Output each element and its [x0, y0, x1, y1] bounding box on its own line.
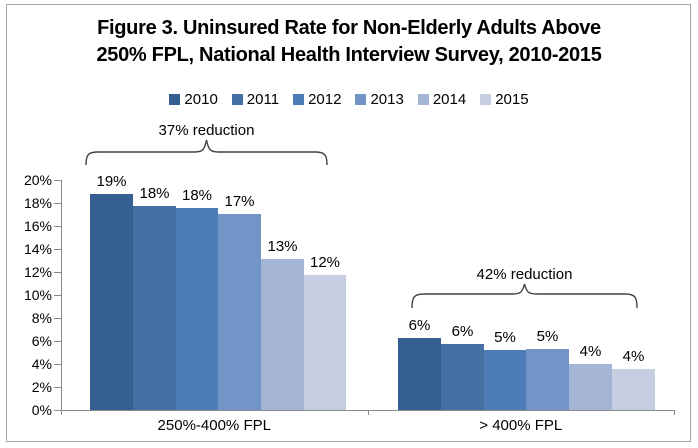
legend-swatch-icon [293, 93, 305, 105]
y-axis-tick [54, 180, 61, 181]
bar-data-label: 5% [536, 328, 559, 345]
bar-2013-> 400% FPL [526, 349, 569, 410]
bar-2015-> 400% FPL [612, 369, 655, 410]
x-axis-tick [674, 410, 675, 415]
y-axis-label: 12% [23, 264, 52, 280]
legend-swatch-icon [231, 93, 243, 105]
legend-item-2011: 2011 [231, 90, 280, 108]
y-axis-tick [54, 387, 61, 388]
chart-title-line2: 250% FPL, National Health Interview Surv… [96, 44, 602, 66]
reduction-annotation: 42% reduction [476, 266, 573, 283]
chart-title-line1: Figure 3. Uninsured Rate for Non-Elderly… [97, 17, 601, 39]
bar-2014-> 400% FPL [569, 364, 612, 410]
y-axis-label: 4% [31, 356, 52, 372]
y-axis-label: 10% [23, 287, 52, 303]
x-axis-line [61, 410, 674, 411]
y-axis-tick [54, 318, 61, 319]
legend-item-2013: 2013 [355, 90, 404, 108]
x-axis-tick [368, 410, 369, 415]
bar-2012-250%-400% FPL [176, 208, 218, 410]
bar-data-label: 4% [579, 343, 602, 360]
y-axis-label: 16% [23, 218, 52, 234]
legend-label: 2015 [495, 90, 529, 108]
bar-data-label: 17% [224, 193, 255, 210]
bar-2011-> 400% FPL [441, 344, 484, 410]
y-axis-label: 14% [23, 241, 52, 257]
y-axis-label: 6% [31, 333, 52, 349]
bar-data-label: 18% [139, 185, 170, 202]
bar-data-label: 12% [309, 254, 341, 271]
bar-data-label: 19% [96, 173, 127, 190]
legend-item-2010: 2010 [169, 90, 218, 108]
chart-legend: 2010 2011 2012 2013 2014 2015 [0, 90, 698, 108]
bar-2011-250%-400% FPL [133, 206, 176, 410]
reduction-annotation: 37% reduction [158, 122, 255, 139]
y-axis-tick [54, 295, 61, 296]
bar-2010-250%-400% FPL [90, 194, 133, 410]
y-axis-tick [54, 364, 61, 365]
legend-swatch-icon [417, 93, 429, 105]
legend-label: 2011 [246, 90, 280, 108]
legend-swatch-icon [169, 93, 181, 105]
legend-swatch-icon [480, 93, 492, 105]
bar-data-label: 18% [181, 187, 213, 204]
legend-label: 2013 [370, 90, 404, 108]
bar-2012-> 400% FPL [484, 350, 526, 410]
legend-label: 2012 [308, 90, 342, 108]
legend-item-2015: 2015 [480, 90, 529, 108]
y-axis-tick [54, 272, 61, 273]
y-axis-line [61, 180, 62, 411]
bar-data-label: 13% [267, 238, 298, 255]
bar-data-label: 6% [408, 317, 431, 334]
y-axis-tick [54, 341, 61, 342]
y-axis-label: 8% [31, 310, 52, 326]
bar-2014-250%-400% FPL [261, 259, 304, 410]
legend-item-2014: 2014 [417, 90, 467, 108]
bar-data-label: 5% [494, 329, 516, 346]
y-axis-tick [54, 226, 61, 227]
y-axis-tick [54, 410, 61, 411]
bar-data-label: 4% [622, 348, 645, 365]
legend-label: 2010 [184, 90, 218, 108]
x-axis-tick [61, 410, 62, 415]
legend-label: 2014 [432, 90, 467, 108]
x-axis-category-label: > 400% FPL [479, 417, 563, 434]
y-axis-label: 2% [31, 379, 52, 395]
legend-swatch-icon [355, 93, 367, 105]
y-axis-label: 20% [23, 172, 52, 188]
y-axis-label: 18% [23, 195, 52, 211]
y-axis-label: 0% [31, 402, 52, 418]
bar-data-label: 6% [451, 323, 474, 340]
y-axis-tick [54, 249, 61, 250]
bar-2010-> 400% FPL [398, 338, 441, 410]
bar-2015-250%-400% FPL [304, 275, 346, 410]
bar-2013-250%-400% FPL [218, 214, 261, 410]
legend-item-2012: 2012 [293, 91, 341, 108]
x-axis-category-label: 250%-400% FPL [157, 417, 271, 434]
y-axis-tick [54, 203, 61, 204]
chart-title: Figure 3. Uninsured Rate for Non-Elderly… [0, 15, 698, 69]
